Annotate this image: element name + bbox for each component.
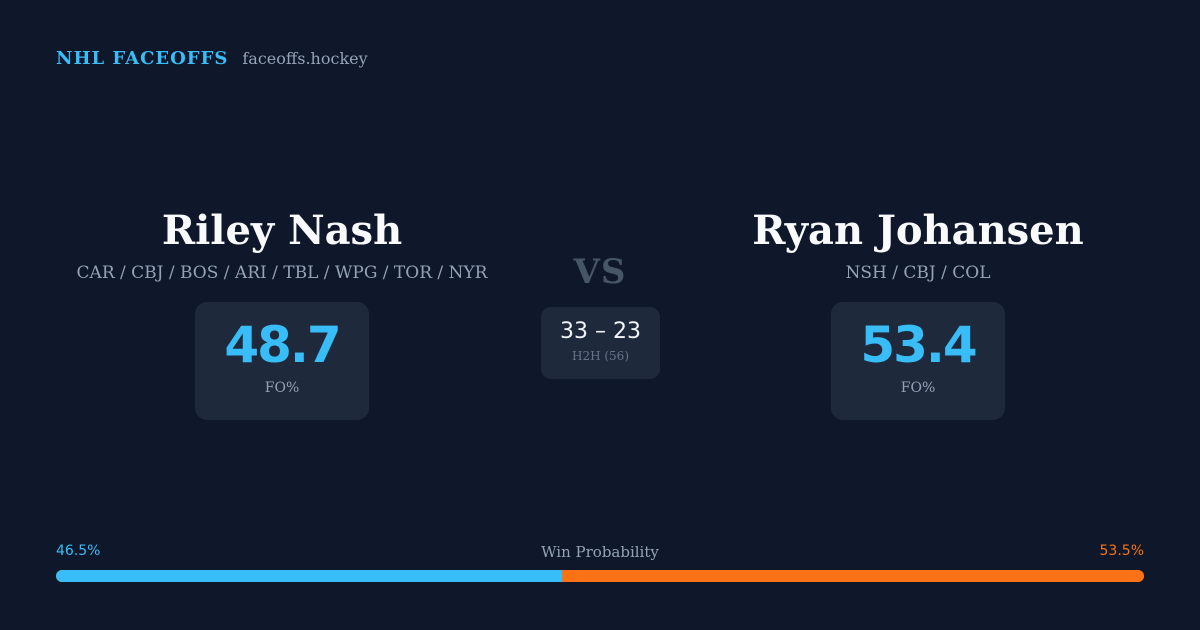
win-probability-right-value: 53.5% [1099, 543, 1144, 559]
win-probability-bar [56, 570, 1144, 582]
player-panel-right: Ryan Johansen NSH / CBJ / COL 53.4 FO% [658, 206, 1178, 420]
h2h-label: H2H (56) [571, 349, 629, 363]
head-to-head-card: 33 – 23 H2H (56) [541, 307, 660, 379]
fo-label-right: FO% [900, 380, 936, 396]
win-probability-bar-right-fill [561, 570, 1144, 582]
player-name-left: Riley Nash [161, 207, 403, 254]
player-teams-right: NSH / CBJ / COL [845, 263, 991, 283]
player-name-right: Ryan Johansen [752, 207, 1084, 254]
win-probability-title: Win Probability [541, 543, 659, 561]
h2h-score: 33 – 23 [560, 319, 641, 344]
player-teams-left: CAR / CBJ / BOS / ARI / TBL / WPG / TOR … [76, 263, 488, 283]
brand-url: faceoffs.hockey [242, 49, 368, 68]
fo-value-right: 53.4 [860, 316, 977, 374]
fo-stat-card-left: 48.7 FO% [195, 302, 369, 420]
win-probability-bar-left-fill [56, 570, 562, 582]
player-panel-left: Riley Nash CAR / CBJ / BOS / ARI / TBL /… [22, 206, 542, 420]
fo-stat-card-right: 53.4 FO% [831, 302, 1005, 420]
fo-label-left: FO% [264, 380, 300, 396]
fo-value-left: 48.7 [224, 316, 341, 374]
brand-header: NHL FACEOFFS faceoffs.hockey [56, 48, 368, 69]
win-probability-labels: 46.5% Win Probability 53.5% [56, 543, 1144, 563]
win-probability-left-value: 46.5% [56, 543, 101, 559]
brand-title: NHL FACEOFFS [56, 48, 229, 69]
versus-label: VS [573, 252, 627, 292]
